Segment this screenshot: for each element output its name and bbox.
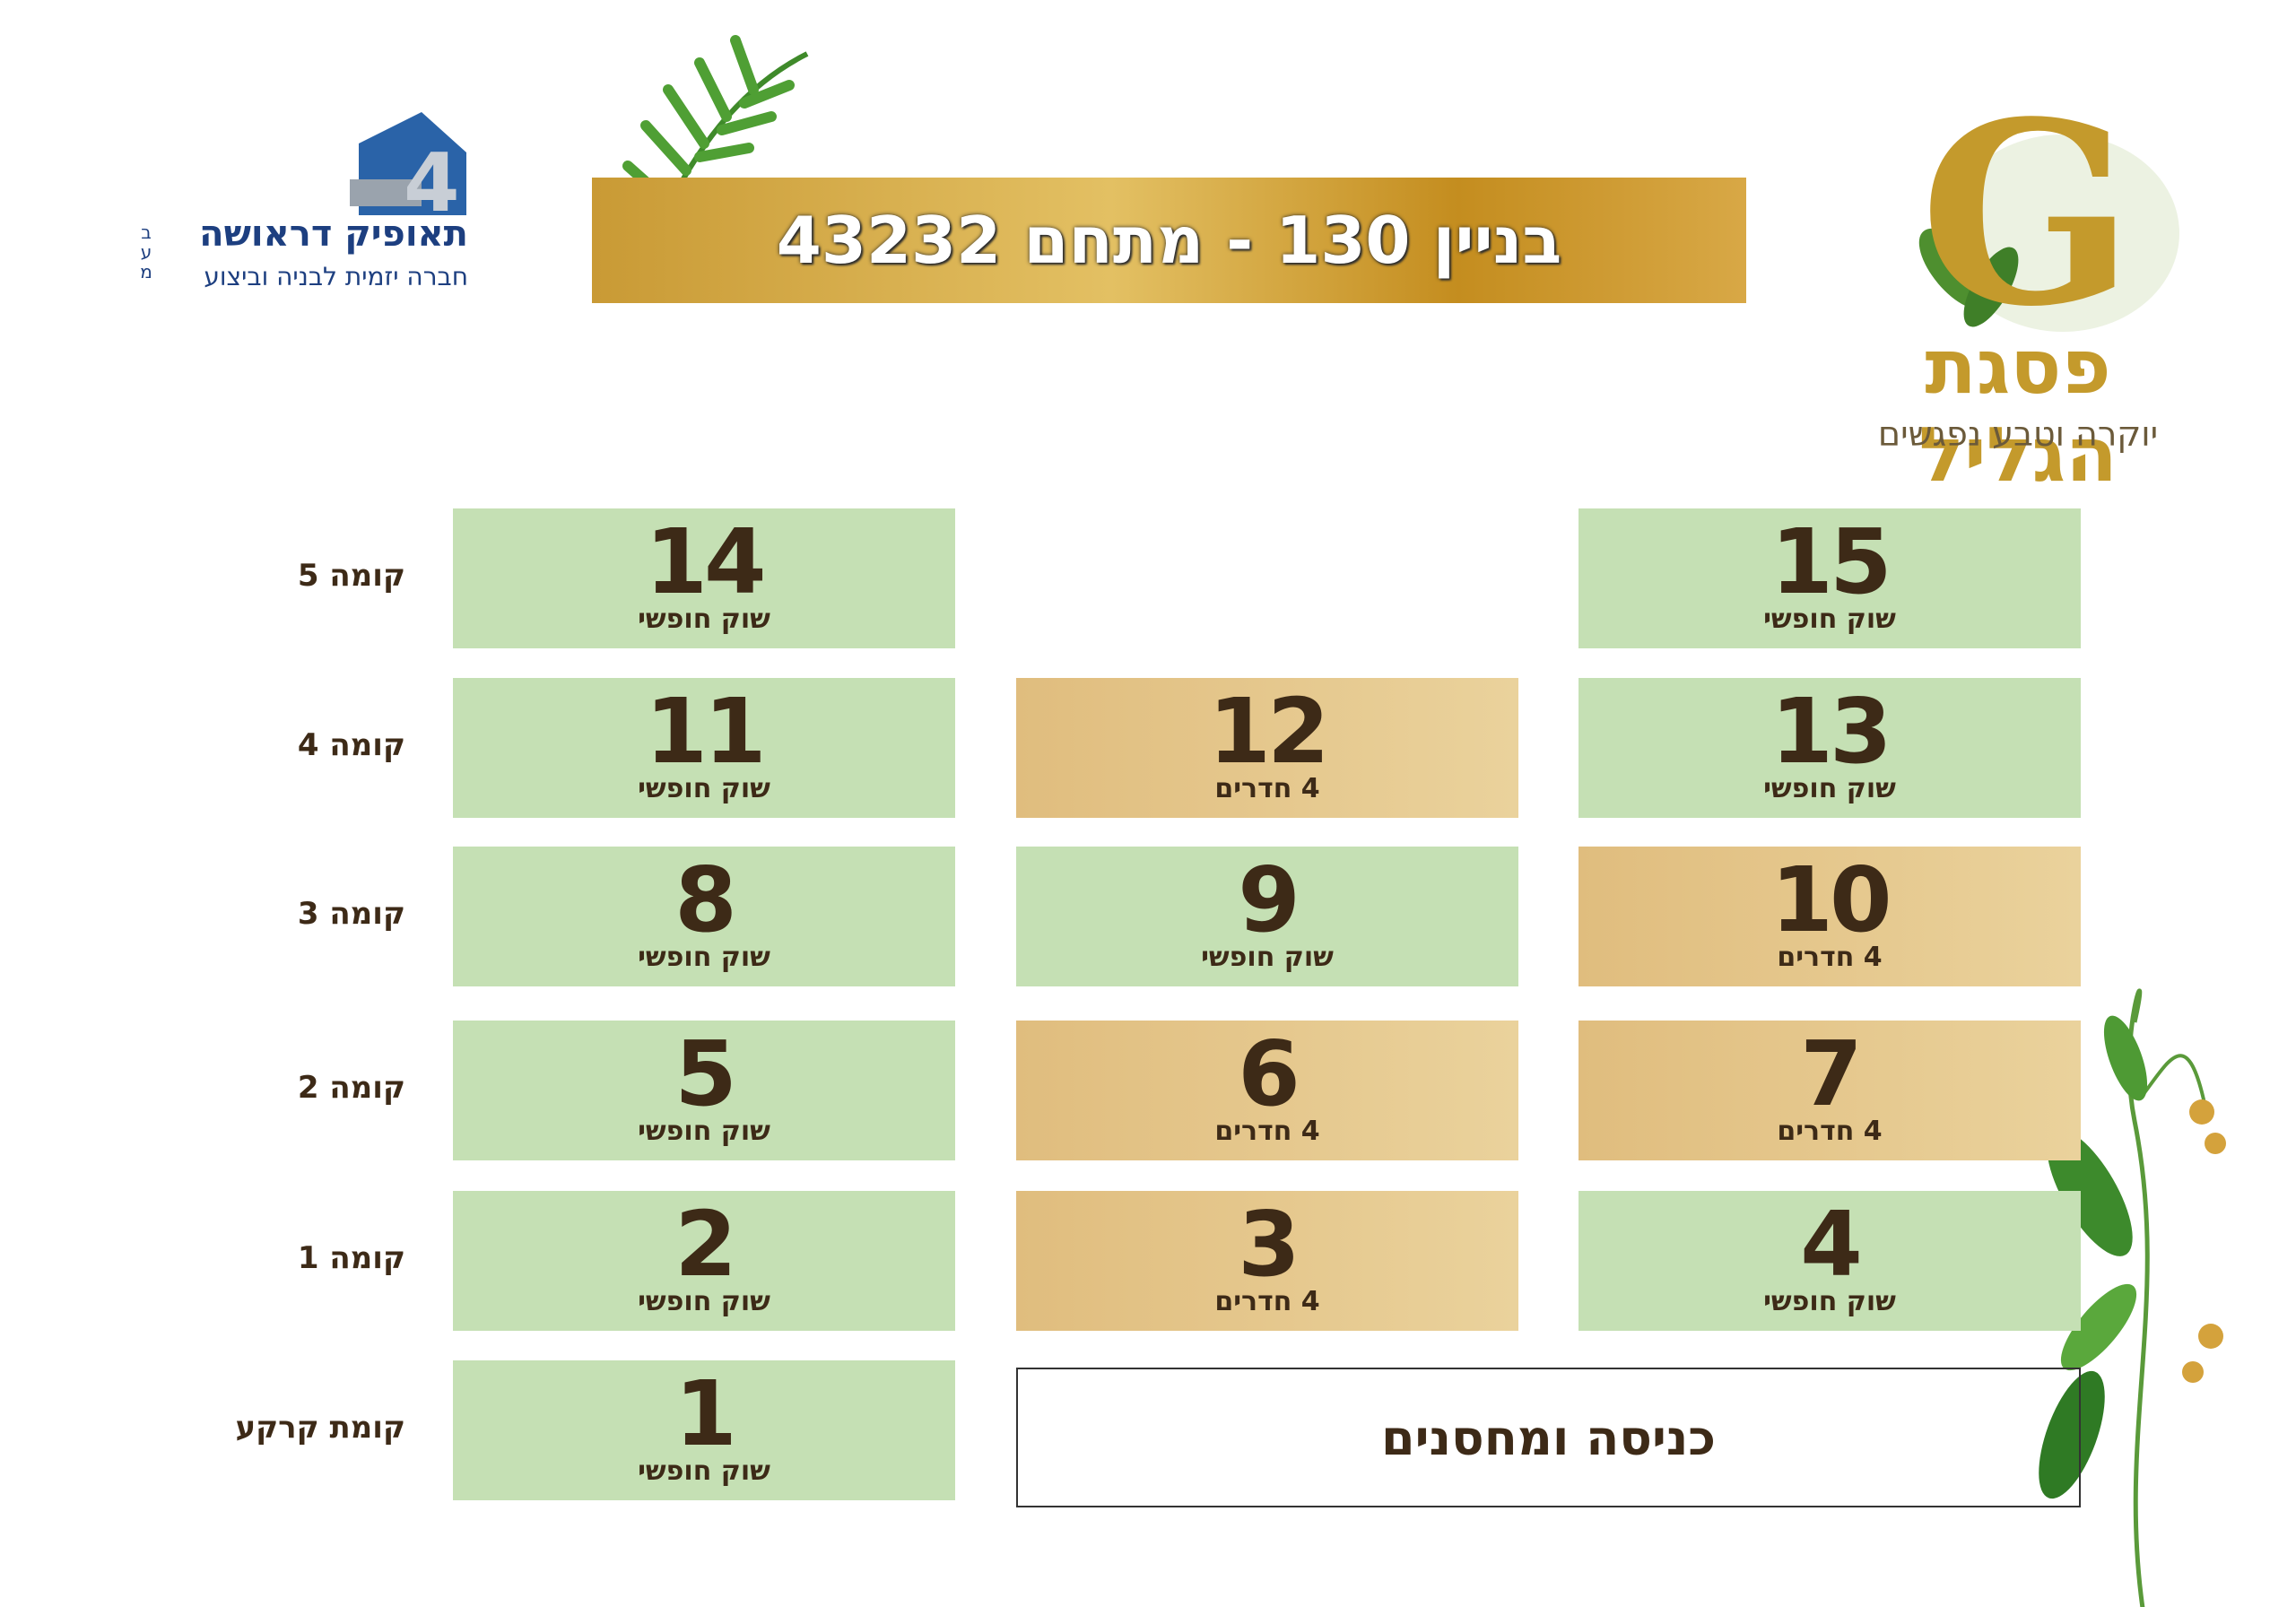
unit-number: 2 bbox=[674, 1192, 737, 1297]
project-slogan: יוקרה וטבע נפגשים bbox=[1877, 414, 2159, 454]
unit-cell: 15 שוק חופשי bbox=[1578, 508, 2081, 648]
vine bbox=[2039, 988, 2226, 1607]
developer-icon: 4 bbox=[350, 112, 466, 230]
svg-text:4: 4 bbox=[404, 136, 460, 230]
title-banner bbox=[592, 178, 1746, 303]
unit-status: שוק חופשי bbox=[638, 942, 770, 973]
unit-status: שוק חופשי bbox=[1763, 1286, 1896, 1317]
title: בניין 130 - מתחם 43232 bbox=[776, 203, 1562, 278]
unit-cell: 1 שוק חופשי bbox=[453, 1360, 955, 1500]
floor-label: קומה 3 bbox=[297, 896, 405, 932]
unit-number: 15 bbox=[1770, 509, 1892, 614]
unit-status: 4 חדרים bbox=[1214, 773, 1320, 804]
unit-number: 9 bbox=[1238, 847, 1300, 952]
project-icon bbox=[1918, 135, 2179, 332]
unit-cell: 4 שוק חופשי bbox=[1578, 1191, 2081, 1331]
unit-number: 11 bbox=[645, 679, 766, 784]
suffix-letter: מ bbox=[140, 261, 152, 282]
unit-cell: 11 שוק חופשי bbox=[453, 678, 955, 818]
developer-tagline: חברה יזמית לבניה וביצוע bbox=[204, 262, 468, 291]
unit-cell: 13 שוק חופשי bbox=[1578, 678, 2081, 818]
unit-cell: 8 שוק חופשי bbox=[453, 847, 955, 986]
unit-status: שוק חופשי bbox=[1763, 773, 1896, 804]
unit-number: 13 bbox=[1770, 679, 1892, 784]
unit-status: 4 חדרים bbox=[1214, 1116, 1320, 1147]
project-letter: G bbox=[1919, 67, 2135, 362]
unit-number: 5 bbox=[674, 1021, 737, 1126]
unit-status: שוק חופשי bbox=[638, 1116, 770, 1147]
unit-status: שוק חופשי bbox=[1201, 942, 1334, 973]
floor-label: קומה 2 bbox=[297, 1070, 405, 1106]
unit-cell: 14 שוק חופשי bbox=[453, 508, 955, 648]
unit-cell: 5 שוק חופשי bbox=[453, 1021, 955, 1160]
floor-label: קומה 4 bbox=[297, 727, 405, 763]
unit-status: 4 חדרים bbox=[1777, 1116, 1883, 1147]
unit-status: שוק חופשי bbox=[638, 773, 770, 804]
unit-number: 4 bbox=[1800, 1192, 1863, 1297]
unit-number: 1 bbox=[674, 1361, 737, 1466]
unit-number: 6 bbox=[1238, 1021, 1300, 1126]
floor-label: קומת קרקע bbox=[235, 1410, 405, 1446]
project-name: פסגת הגליל bbox=[1918, 323, 2118, 499]
unit-cell: 9 שוק חופשי bbox=[1016, 847, 1518, 986]
unit-number: 14 bbox=[645, 509, 766, 614]
unit-status: 4 חדרים bbox=[1214, 1286, 1320, 1317]
entrance-box: כניסה ומחסנים bbox=[1016, 1368, 2081, 1507]
unit-number: 7 bbox=[1800, 1021, 1863, 1126]
unit-status: שוק חופשי bbox=[1763, 604, 1896, 635]
unit-number: 10 bbox=[1770, 847, 1892, 952]
suffix-letter: ב bbox=[141, 222, 152, 243]
developer-name: תאופיק דראושה bbox=[199, 213, 468, 255]
unit-cell: 2 שוק חופשי bbox=[453, 1191, 955, 1331]
unit-status: שוק חופשי bbox=[638, 604, 770, 635]
unit-number: 3 bbox=[1238, 1192, 1300, 1297]
unit-status: שוק חופשי bbox=[638, 1286, 770, 1317]
floor-label: קומה 1 bbox=[297, 1240, 405, 1276]
unit-cell: 10 4 חדרים bbox=[1578, 847, 2081, 986]
floor-label: קומה 5 bbox=[297, 558, 405, 594]
unit-status: שוק חופשי bbox=[638, 1455, 770, 1487]
unit-number: 12 bbox=[1208, 679, 1329, 784]
unit-status: 4 חדרים bbox=[1777, 942, 1883, 973]
suffix-letter: ע bbox=[140, 241, 152, 263]
unit-number: 8 bbox=[674, 847, 737, 952]
unit-cell: 12 4 חדרים bbox=[1016, 678, 1518, 818]
